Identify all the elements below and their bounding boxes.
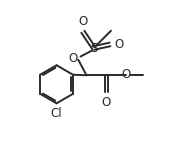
Text: O: O — [69, 52, 78, 65]
Text: Cl: Cl — [51, 107, 62, 120]
Text: S: S — [90, 41, 97, 55]
Text: O: O — [78, 16, 88, 28]
Text: O: O — [122, 68, 131, 81]
Text: O: O — [102, 96, 111, 109]
Text: O: O — [114, 38, 123, 51]
